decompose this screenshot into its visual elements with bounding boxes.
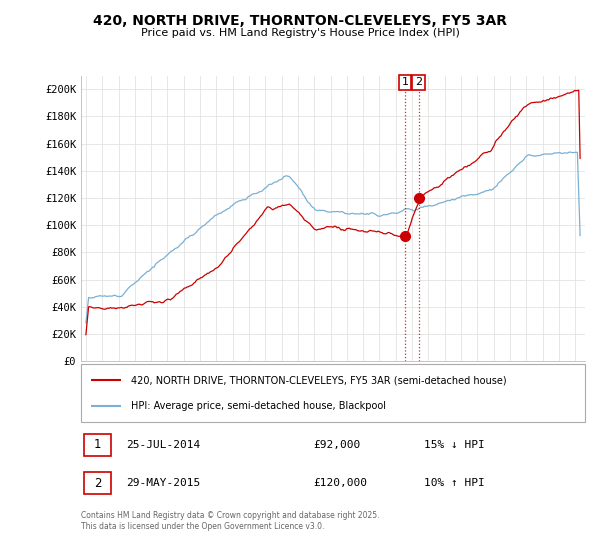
Text: 420, NORTH DRIVE, THORNTON-CLEVELEYS, FY5 3AR (semi-detached house): 420, NORTH DRIVE, THORNTON-CLEVELEYS, FY… [131, 375, 507, 385]
Text: 2: 2 [415, 77, 422, 87]
Text: £120,000: £120,000 [313, 478, 367, 488]
Text: 10% ↑ HPI: 10% ↑ HPI [424, 478, 484, 488]
Text: 25-JUL-2014: 25-JUL-2014 [127, 440, 200, 450]
FancyBboxPatch shape [83, 433, 111, 456]
Text: 2: 2 [94, 477, 101, 490]
Text: 1: 1 [94, 438, 101, 451]
Text: 1: 1 [401, 77, 409, 87]
Text: Contains HM Land Registry data © Crown copyright and database right 2025.
This d: Contains HM Land Registry data © Crown c… [81, 511, 380, 531]
Text: 15% ↓ HPI: 15% ↓ HPI [424, 440, 484, 450]
FancyBboxPatch shape [81, 364, 585, 422]
Text: 29-MAY-2015: 29-MAY-2015 [127, 478, 200, 488]
Text: £92,000: £92,000 [313, 440, 360, 450]
Text: HPI: Average price, semi-detached house, Blackpool: HPI: Average price, semi-detached house,… [131, 400, 386, 410]
FancyBboxPatch shape [83, 473, 111, 494]
Text: 420, NORTH DRIVE, THORNTON-CLEVELEYS, FY5 3AR: 420, NORTH DRIVE, THORNTON-CLEVELEYS, FY… [93, 14, 507, 28]
Text: Price paid vs. HM Land Registry's House Price Index (HPI): Price paid vs. HM Land Registry's House … [140, 28, 460, 38]
